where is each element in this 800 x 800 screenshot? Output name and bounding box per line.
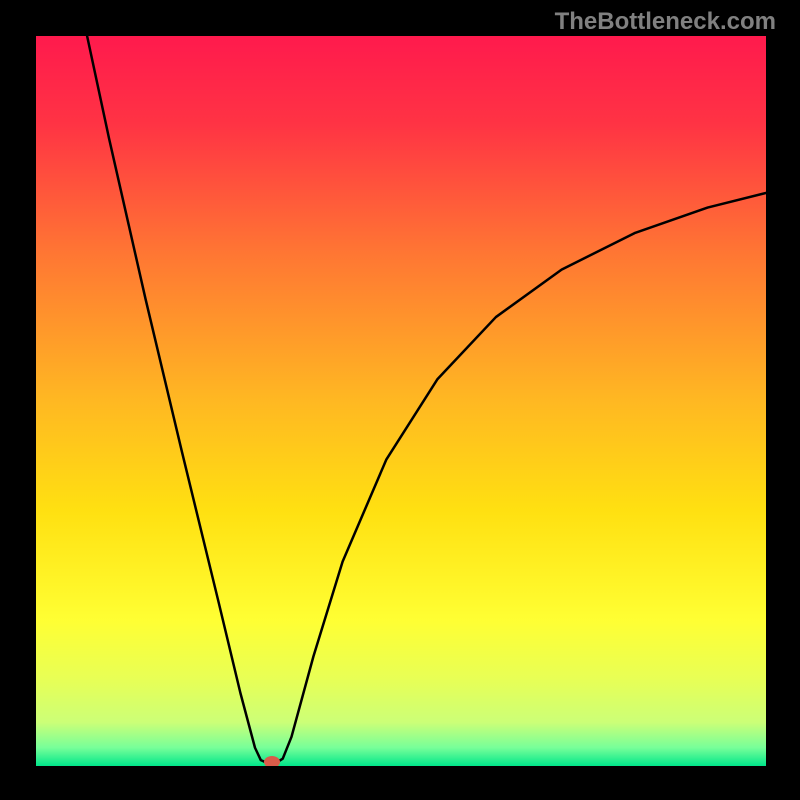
- watermark-text: TheBottleneck.com: [555, 8, 776, 36]
- optimal-point-marker: [264, 756, 280, 766]
- curve-path: [87, 36, 766, 762]
- bottleneck-curve: [36, 36, 766, 766]
- chart-plot-area: [36, 36, 766, 766]
